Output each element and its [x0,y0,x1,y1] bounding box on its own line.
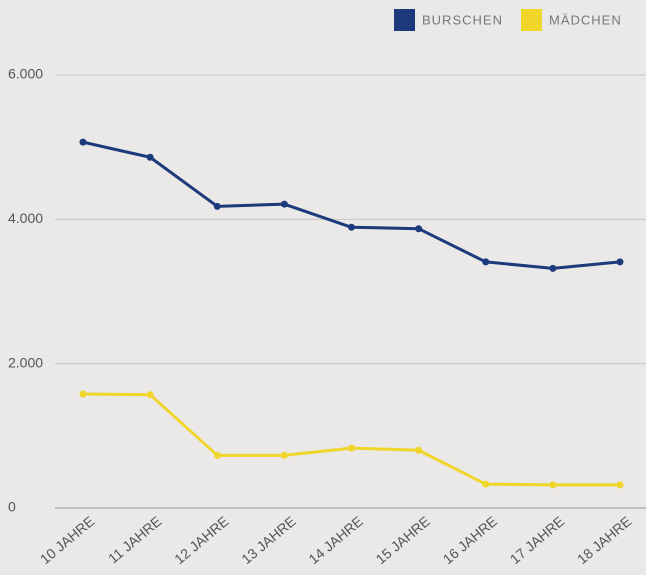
x-tick-label: 15 JAHRE [373,513,433,567]
data-point [146,391,154,399]
y-tick-label: 6.000 [8,66,43,82]
data-point [348,444,355,452]
y-tick-label: 0 [8,499,16,515]
data-point [415,225,423,233]
data-point [79,390,87,398]
x-tick-label: 12 JAHRE [171,513,231,567]
x-tick-label: 16 JAHRE [440,513,500,567]
data-point [482,480,490,488]
series-line [82,392,620,487]
data-point [348,223,355,231]
data-point [213,202,221,210]
x-tick-label: 11 JAHRE [105,513,165,567]
data-point [616,258,624,266]
data-point [280,200,288,208]
legend-label: BURSCHEN [422,12,503,27]
x-tick-label: 13 JAHRE [238,513,298,567]
series-line [82,140,621,270]
x-tick-label: 14 JAHRE [305,513,365,567]
data-point [280,451,288,459]
data-point [79,138,87,146]
x-tick-label: 18 JAHRE [574,513,634,567]
legend-swatch [521,9,542,31]
x-tick-label: 17 JAHRE [507,513,567,567]
data-point [482,258,490,266]
y-tick-label: 2.000 [8,354,43,370]
data-point [549,264,557,272]
data-point [146,153,154,161]
data-point [213,451,221,459]
y-tick-label: 4.000 [8,210,43,226]
data-point [616,481,624,489]
legend-swatch [394,9,415,31]
data-point [549,481,557,489]
legend-label: MÄDCHEN [549,12,622,27]
data-point [415,446,423,454]
x-tick-label: 10 JAHRE [37,513,97,567]
